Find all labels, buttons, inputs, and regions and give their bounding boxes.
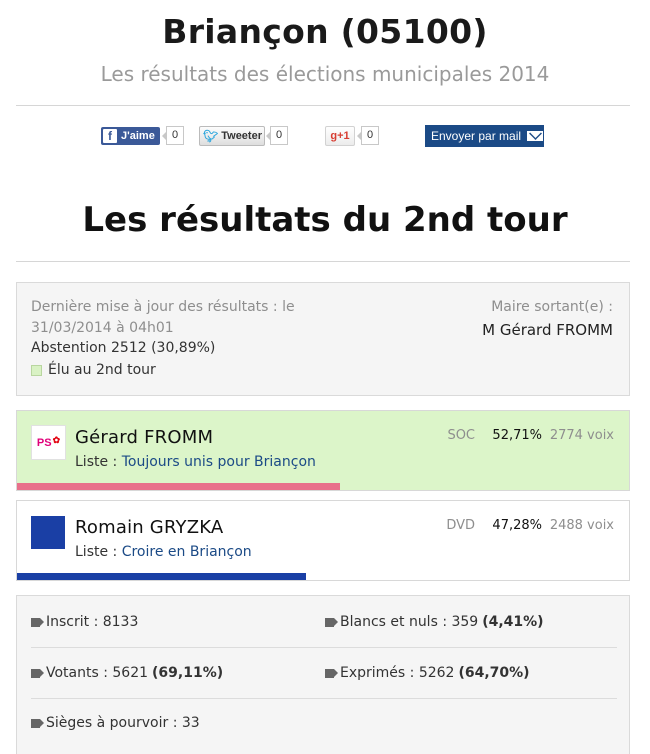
envelope-icon (527, 131, 544, 141)
tweet-count: 0 (266, 126, 288, 145)
candidate-nuance: SOC (447, 428, 475, 443)
vote-share-bar (17, 573, 629, 580)
candidate-card-gryzka: Romain GRYZKA Liste : Croire en Briançon… (16, 500, 630, 581)
list-prefix: Liste : (75, 454, 122, 470)
stat-votants-pct: (69,11%) (152, 665, 224, 681)
stat-blancs-pct: (4,41%) (482, 614, 544, 630)
candidate-votes: 2488 voix (549, 518, 614, 533)
send-by-mail-button[interactable]: Envoyer par mail (425, 125, 544, 147)
google-plus-label: +1 (337, 130, 350, 142)
candidate-percent: 52,71% (492, 428, 542, 443)
facebook-like-button[interactable]: f J'aime (101, 127, 160, 145)
stats-divider (31, 647, 617, 648)
divider (16, 261, 630, 262)
tweet-label: Tweeter (221, 130, 262, 142)
vote-share-bar-fill (17, 573, 307, 580)
candidate-list: Liste : Toujours unis pour Briançon (75, 454, 316, 470)
candidate-percent: 47,28% (492, 518, 542, 533)
list-prefix: Liste : (75, 544, 122, 560)
stat-blancs-label: Blancs et nuls : 359 (340, 614, 479, 630)
tag-icon (31, 617, 44, 627)
stat-inscrits-label: Inscrit : 8133 (46, 614, 139, 630)
candidate-nuance: DVD (446, 518, 475, 533)
results-info-box: Dernière mise à jour des résultats : le … (16, 282, 630, 396)
ps-party-logo: PS ✿ (31, 425, 66, 460)
facebook-icon: f (103, 129, 117, 143)
turnout-stats-box: Inscrit : 8133 Blancs et nuls : 359 (4,4… (16, 595, 630, 754)
facebook-like-label: J'aime (121, 130, 155, 142)
share-bar: f J'aime 0 🐦︎ Tweeter 0 g +1 0 Envoyer pa… (0, 125, 650, 147)
tag-icon (325, 668, 338, 678)
candidate-votes: 2774 voix (549, 428, 614, 443)
google-plus-button[interactable]: g +1 (325, 126, 355, 146)
last-update-text: Dernière mise à jour des résultats : le … (31, 299, 295, 336)
tag-icon (31, 668, 44, 678)
page-title: Briançon (05100) (162, 12, 488, 51)
stat-votants-label: Votants : 5621 (46, 665, 149, 681)
google-plus-icon: g (330, 130, 338, 142)
send-by-mail-label: Envoyer par mail (431, 129, 522, 143)
outgoing-mayor-name: M Gérard FROMM (482, 321, 613, 339)
candidate-list: Liste : Croire en Briançon (75, 544, 252, 560)
abstention-text: Abstention 2512 (30,89%) (31, 340, 216, 356)
candidate-name: Gérard FROMM (75, 427, 214, 448)
stat-sieges: Sièges à pourvoir : 33 (31, 715, 200, 731)
facebook-like-count: 0 (162, 126, 184, 145)
stat-inscrits: Inscrit : 8133 (31, 614, 138, 630)
vote-share-bar-fill (17, 483, 340, 490)
stat-blancs-nuls: Blancs et nuls : 359 (4,41%) (325, 614, 544, 630)
tag-icon (325, 617, 338, 627)
tag-icon (31, 718, 44, 728)
stat-sieges-label: Sièges à pourvoir : 33 (46, 715, 200, 731)
candidate-card-fromm: PS ✿ Gérard FROMM Liste : Toujours unis p… (16, 410, 630, 491)
stat-exprimes-pct: (64,70%) (458, 665, 530, 681)
stat-votants: Votants : 5621 (69,11%) (31, 665, 223, 681)
list-name-link[interactable]: Toujours unis pour Briançon (121, 454, 316, 470)
elected-legend: Élu au 2nd tour (31, 362, 156, 378)
stat-exprimes: Exprimés : 5262 (64,70%) (325, 665, 530, 681)
stats-divider (31, 698, 617, 699)
outgoing-mayor-label: Maire sortant(e) : (491, 299, 613, 315)
section-title: Les résultats du 2nd tour (82, 200, 568, 240)
vote-share-bar (17, 483, 629, 490)
list-name-link[interactable]: Croire en Briançon (121, 544, 252, 560)
divider (16, 105, 630, 106)
elected-legend-label: Élu au 2nd tour (48, 362, 156, 378)
rose-icon: ✿ (52, 434, 61, 445)
page-subtitle: Les résultats des élections municipales … (100, 62, 550, 86)
tweet-button[interactable]: 🐦︎ Tweeter (199, 126, 265, 146)
ps-logo-text: PS (36, 436, 52, 449)
twitter-bird-icon: 🐦︎ (203, 129, 219, 143)
elected-legend-swatch (31, 364, 42, 376)
google-plus-count: 0 (357, 126, 379, 145)
party-logo (31, 516, 65, 549)
stat-exprimes-label: Exprimés : 5262 (340, 665, 455, 681)
candidate-name: Romain GRYZKA (75, 517, 224, 538)
